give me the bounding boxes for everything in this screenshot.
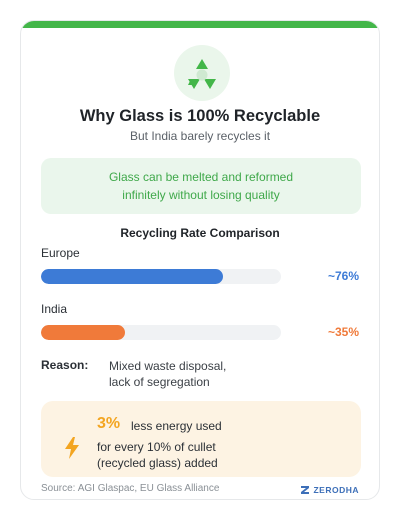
info-note-line: infinitely without losing quality [122, 188, 280, 202]
infographic-card: Why Glass is 100% Recyclable But India b… [20, 20, 380, 500]
brand-logo: ZERODHA [301, 485, 359, 495]
energy-detail-line: for every 10% of cullet [97, 440, 216, 454]
accent-top-bar [21, 21, 379, 28]
bar-label-europe: Europe [41, 246, 80, 260]
brand-name: ZERODHA [313, 485, 359, 495]
info-note-line: Glass can be melted and reformed [108, 170, 294, 184]
energy-callout: 3% less energy used for every 10% of cul… [41, 401, 361, 477]
energy-percentage: 3% [97, 415, 121, 432]
page-title: Why Glass is 100% Recyclable [79, 107, 321, 125]
energy-headline: less energy used [131, 419, 222, 433]
reason-label: Reason: [41, 358, 89, 372]
reason-text: Mixed waste disposal, lack of segregatio… [109, 358, 226, 390]
bar-value-europe: ~76% [327, 269, 359, 283]
bar-track-europe [41, 269, 281, 284]
reason-line: Mixed waste disposal, [109, 359, 227, 373]
bar-fill-india [41, 325, 125, 340]
lightning-bolt-icon [65, 437, 79, 459]
brand-mark-icon [301, 486, 310, 494]
bar-track-india [41, 325, 281, 340]
recycle-icon [174, 45, 230, 101]
page-subtitle: But India barely recycles it [129, 129, 271, 143]
comparison-title: Recycling Rate Comparison [120, 226, 280, 240]
energy-detail-line: (recycled glass) added [97, 456, 218, 470]
bar-label-india: India [41, 302, 68, 316]
bar-fill-europe [41, 269, 224, 284]
source-note: Source: AGI Glaspac, EU Glass Alliance [41, 483, 220, 494]
energy-detail: for every 10% of cullet (recycled glass)… [97, 439, 218, 471]
info-note: Glass can be melted and reformed infinit… [41, 158, 361, 214]
reason-line: lack of segregation [109, 375, 210, 389]
bar-value-india: ~35% [327, 325, 359, 339]
